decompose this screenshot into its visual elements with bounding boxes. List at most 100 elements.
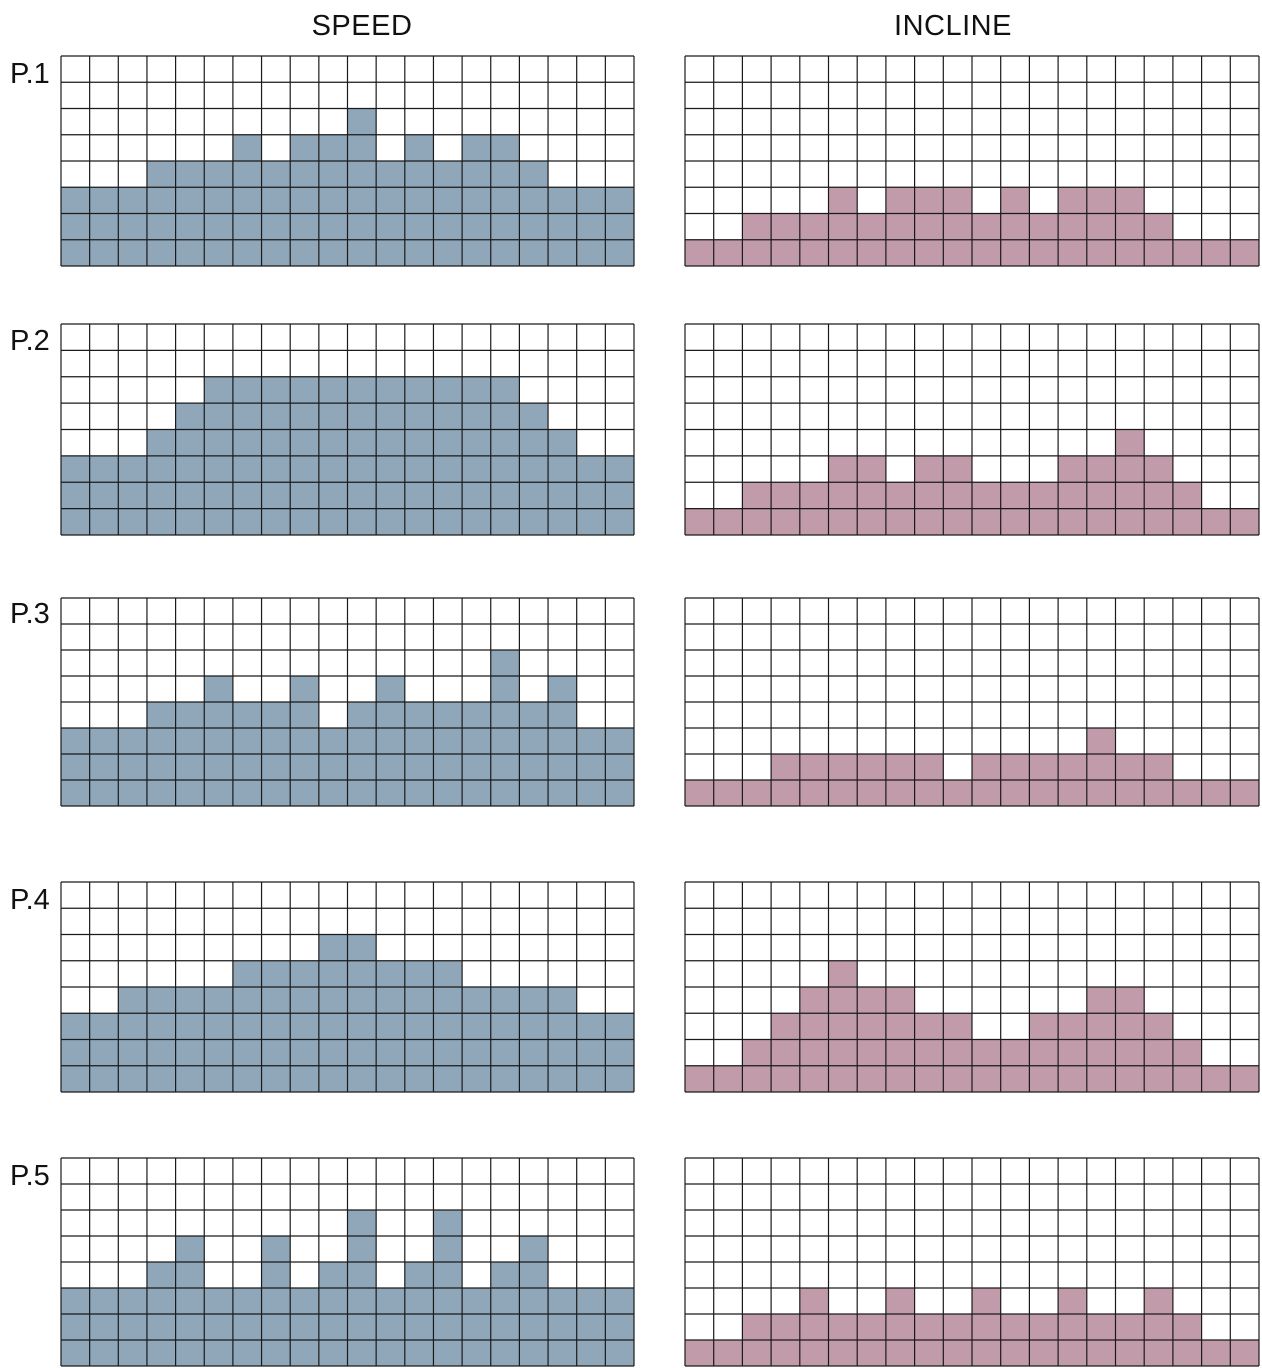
p2-incline-bar-17 (1144, 455, 1173, 535)
p5-speed-bar-1 (61, 1288, 90, 1366)
p5-speed-bar-7 (232, 1288, 262, 1366)
p5-speed-bar-5 (175, 1236, 205, 1366)
p3-speed-bar-1 (61, 728, 90, 806)
p4-speed-bar-13 (404, 960, 434, 1092)
p5-speed-bar-15 (462, 1288, 491, 1366)
p1-incline-bar-14 (1058, 187, 1087, 266)
p1-incline-bar-16 (1115, 187, 1145, 266)
p3-speed-bar-19 (576, 728, 606, 806)
p3-incline-bar-3 (742, 780, 772, 806)
p3-incline-bar-19 (1201, 780, 1231, 806)
p4-speed-bar-2 (89, 1013, 119, 1092)
p4-speed-bar-7 (232, 960, 262, 1092)
p5-speed-bar-3 (118, 1288, 147, 1366)
program-label-p4: P.4 (10, 884, 50, 916)
p5-incline-bar-19 (1201, 1340, 1231, 1366)
p5-speed-bar-9 (290, 1288, 319, 1366)
p5-incline-bar-1 (685, 1340, 714, 1366)
p2-incline-bar-1 (685, 508, 714, 535)
program-label-p1: P.1 (10, 58, 50, 90)
p1-speed-bar-1 (61, 187, 90, 266)
p3-incline-bar-15 (1086, 728, 1116, 806)
p2-incline-bar-6 (828, 455, 858, 535)
p2-incline-bar-10 (943, 455, 972, 535)
p2-speed-bar-1 (61, 455, 90, 535)
p3-incline-bar-10 (943, 780, 972, 806)
p1-incline-bar-15 (1086, 187, 1116, 266)
p2-speed-bar-3 (118, 455, 147, 535)
p4-speed-grid (60, 881, 635, 1093)
p3-speed-bar-3 (118, 728, 147, 806)
speed-column-title: SPEED (311, 10, 413, 42)
p4-speed-bar-9 (290, 960, 319, 1092)
p5-incline-bar-14 (1058, 1288, 1087, 1366)
p5-incline-bar-5 (799, 1288, 829, 1366)
p1-incline-bar-10 (943, 187, 972, 266)
p4-speed-bar-20 (605, 1013, 634, 1092)
p5-incline-grid (684, 1157, 1260, 1367)
program-label-p5: P.5 (10, 1160, 50, 1192)
p3-speed-chart (60, 597, 635, 807)
p4-incline-bar-4 (771, 1013, 800, 1092)
p1-incline-bar-2 (713, 239, 743, 266)
p2-incline-chart (684, 323, 1260, 536)
p2-speed-bar-20 (605, 455, 634, 535)
p1-speed-chart (60, 55, 635, 267)
p4-incline-bar-6 (828, 960, 858, 1092)
p5-speed-grid (60, 1157, 635, 1367)
p4-speed-bar-19 (576, 1013, 606, 1092)
p1-speed-bar-7 (232, 134, 262, 266)
p4-speed-bar-8 (261, 960, 291, 1092)
p5-speed-bar-19 (576, 1288, 606, 1366)
p5-speed-bar-12 (376, 1288, 405, 1366)
p3-incline-bar-2 (713, 780, 743, 806)
p3-speed-bar-2 (89, 728, 119, 806)
p3-incline-bar-20 (1230, 780, 1259, 806)
p3-speed-bar-10 (318, 728, 348, 806)
p5-incline-bar-11 (972, 1288, 1001, 1366)
p4-incline-bar-2 (713, 1065, 743, 1092)
p1-incline-chart (684, 55, 1260, 267)
p5-speed-bar-17 (519, 1236, 549, 1366)
p5-incline-bar-8 (885, 1288, 915, 1366)
p5-speed-bar-8 (261, 1236, 291, 1366)
p4-speed-bar-12 (376, 960, 405, 1092)
p5-speed-chart (60, 1157, 635, 1367)
p5-incline-bar-17 (1144, 1288, 1173, 1366)
p5-speed-bar-6 (204, 1288, 233, 1366)
p4-speed-bar-1 (61, 1013, 90, 1092)
p4-incline-bar-14 (1058, 1013, 1087, 1092)
p5-incline-bar-2 (713, 1340, 743, 1366)
p4-incline-grid (684, 881, 1260, 1093)
p5-speed-bar-18 (548, 1288, 577, 1366)
incline-column-title: INCLINE (894, 10, 1012, 42)
p3-incline-bar-1 (685, 780, 714, 806)
p4-incline-chart (684, 881, 1260, 1093)
p1-speed-bar-2 (89, 187, 119, 266)
p2-incline-bar-15 (1086, 455, 1116, 535)
p2-incline-bar-9 (914, 455, 944, 535)
p1-speed-bar-20 (605, 187, 634, 266)
p1-incline-bar-8 (885, 187, 915, 266)
p2-incline-bar-7 (857, 455, 886, 535)
p3-speed-grid (60, 597, 635, 807)
p4-speed-chart (60, 881, 635, 1093)
p1-speed-bar-15 (462, 134, 491, 266)
p1-incline-bar-20 (1230, 239, 1259, 266)
p1-incline-grid (684, 55, 1260, 267)
p5-speed-bar-2 (89, 1288, 119, 1366)
p3-speed-bar-20 (605, 728, 634, 806)
p3-incline-chart (684, 597, 1260, 807)
p3-incline-grid (684, 597, 1260, 807)
p2-incline-bar-14 (1058, 455, 1087, 535)
p1-speed-bar-13 (404, 134, 434, 266)
p4-incline-bar-19 (1201, 1065, 1231, 1092)
p4-incline-bar-20 (1230, 1065, 1259, 1092)
p3-speed-bar-18 (548, 676, 577, 806)
p4-incline-bar-17 (1144, 1013, 1173, 1092)
p1-incline-bar-1 (685, 239, 714, 266)
p1-incline-bar-9 (914, 187, 944, 266)
p2-speed-bar-2 (89, 455, 119, 535)
p1-incline-bar-19 (1201, 239, 1231, 266)
program-label-p3: P.3 (10, 598, 50, 630)
